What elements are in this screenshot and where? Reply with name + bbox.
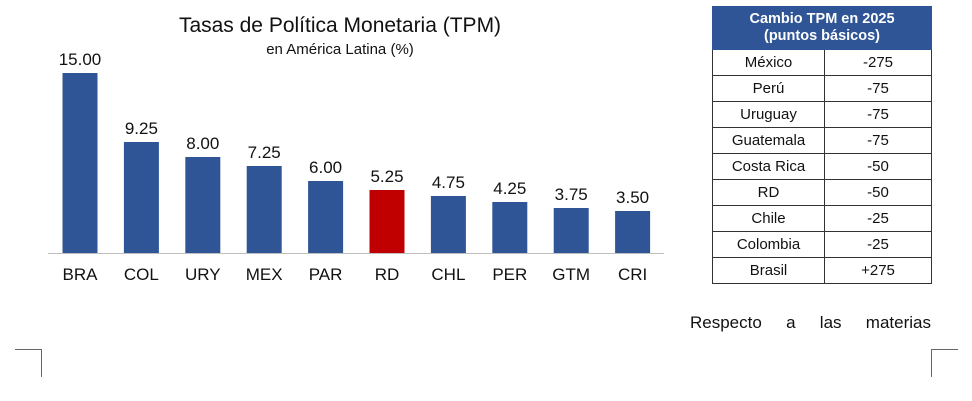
data-label: 3.50 <box>616 188 649 207</box>
change-cell: +275 <box>824 257 932 284</box>
bar-bra <box>62 73 98 253</box>
x-tick-label: GTM <box>552 265 590 284</box>
bar-ury <box>185 157 221 253</box>
change-cell: -75 <box>824 127 932 154</box>
country-cell: México <box>712 49 825 76</box>
bar-per <box>492 202 528 253</box>
page-corner-mark-right <box>931 349 958 377</box>
table-row: Guatemala -75 <box>712 127 932 154</box>
change-cell: -25 <box>824 205 932 232</box>
country-cell: Perú <box>712 75 825 102</box>
x-tick-label: URY <box>185 265 221 284</box>
data-label: 7.25 <box>248 143 281 162</box>
country-cell: Brasil <box>712 257 825 284</box>
change-cell: -50 <box>824 179 932 206</box>
change-cell: -50 <box>824 153 932 180</box>
change-cell: -25 <box>824 231 932 258</box>
table-row: Uruguay -75 <box>712 101 932 128</box>
data-label: 6.00 <box>309 158 342 177</box>
country-cell: Colombia <box>712 231 825 258</box>
x-tick-label: MEX <box>246 265 283 284</box>
country-cell: Guatemala <box>712 127 825 154</box>
table-row: Colombia -25 <box>712 231 932 258</box>
bar-rd <box>369 190 405 253</box>
country-cell: Costa Rica <box>712 153 825 180</box>
x-tick-label: PAR <box>309 265 343 284</box>
table-row: Costa Rica -50 <box>712 153 932 180</box>
x-tick-label: COL <box>124 265 159 284</box>
tpm-change-table: Cambio TPM en 2025 (puntos básicos) Méxi… <box>712 6 932 284</box>
change-cell: -75 <box>824 75 932 102</box>
country-cell: Chile <box>712 205 825 232</box>
table-row: México -275 <box>712 49 932 76</box>
table-row: Brasil +275 <box>712 257 932 284</box>
x-tick-label: PER <box>492 265 527 284</box>
country-cell: RD <box>712 179 825 206</box>
x-tick-label: CRI <box>618 265 647 284</box>
table-header-line1: Cambio TPM en 2025 <box>749 11 895 27</box>
table-row: Perú -75 <box>712 75 932 102</box>
bar-chl <box>430 196 466 253</box>
bar-col <box>123 142 159 253</box>
x-tick-label: BRA <box>63 265 99 284</box>
table-header: Cambio TPM en 2025 (puntos básicos) <box>712 6 932 50</box>
chart-title: Tasas de Política Monetaria (TPM) <box>178 14 502 37</box>
data-label: 9.25 <box>125 119 158 138</box>
body-paragraph: Respecto a las materias <box>690 313 931 332</box>
data-label: 15.00 <box>59 50 102 69</box>
table-row: Chile -25 <box>712 205 932 232</box>
change-cell: -75 <box>824 101 932 128</box>
x-tick-label: RD <box>375 265 400 284</box>
change-cell: -275 <box>824 49 932 76</box>
data-label: 5.25 <box>370 167 403 186</box>
x-tick-label: CHL <box>431 265 465 284</box>
country-cell: Uruguay <box>712 101 825 128</box>
chart-plot: 15.00 BRA 9.25 COL 8.00 URY 7.25 MEX 6.00 PAR 5.25… <box>48 50 664 284</box>
data-label: 3.75 <box>555 185 588 204</box>
data-label: 4.75 <box>432 173 465 192</box>
tpm-bar-chart: Tasas de Política Monetaria (TPM) en Amé… <box>48 14 664 284</box>
page-corner-mark-left <box>15 349 42 377</box>
bar-gtm <box>553 208 589 253</box>
table-row: RD -50 <box>712 179 932 206</box>
bar-cri <box>615 211 651 253</box>
data-label: 4.25 <box>493 179 526 198</box>
table-header-line2: (puntos básicos) <box>763 28 880 44</box>
bar-par <box>308 181 344 253</box>
bar-mex <box>246 166 282 253</box>
chart-subtitle: en América Latina (%) <box>266 41 414 58</box>
data-label: 8.00 <box>186 134 219 153</box>
